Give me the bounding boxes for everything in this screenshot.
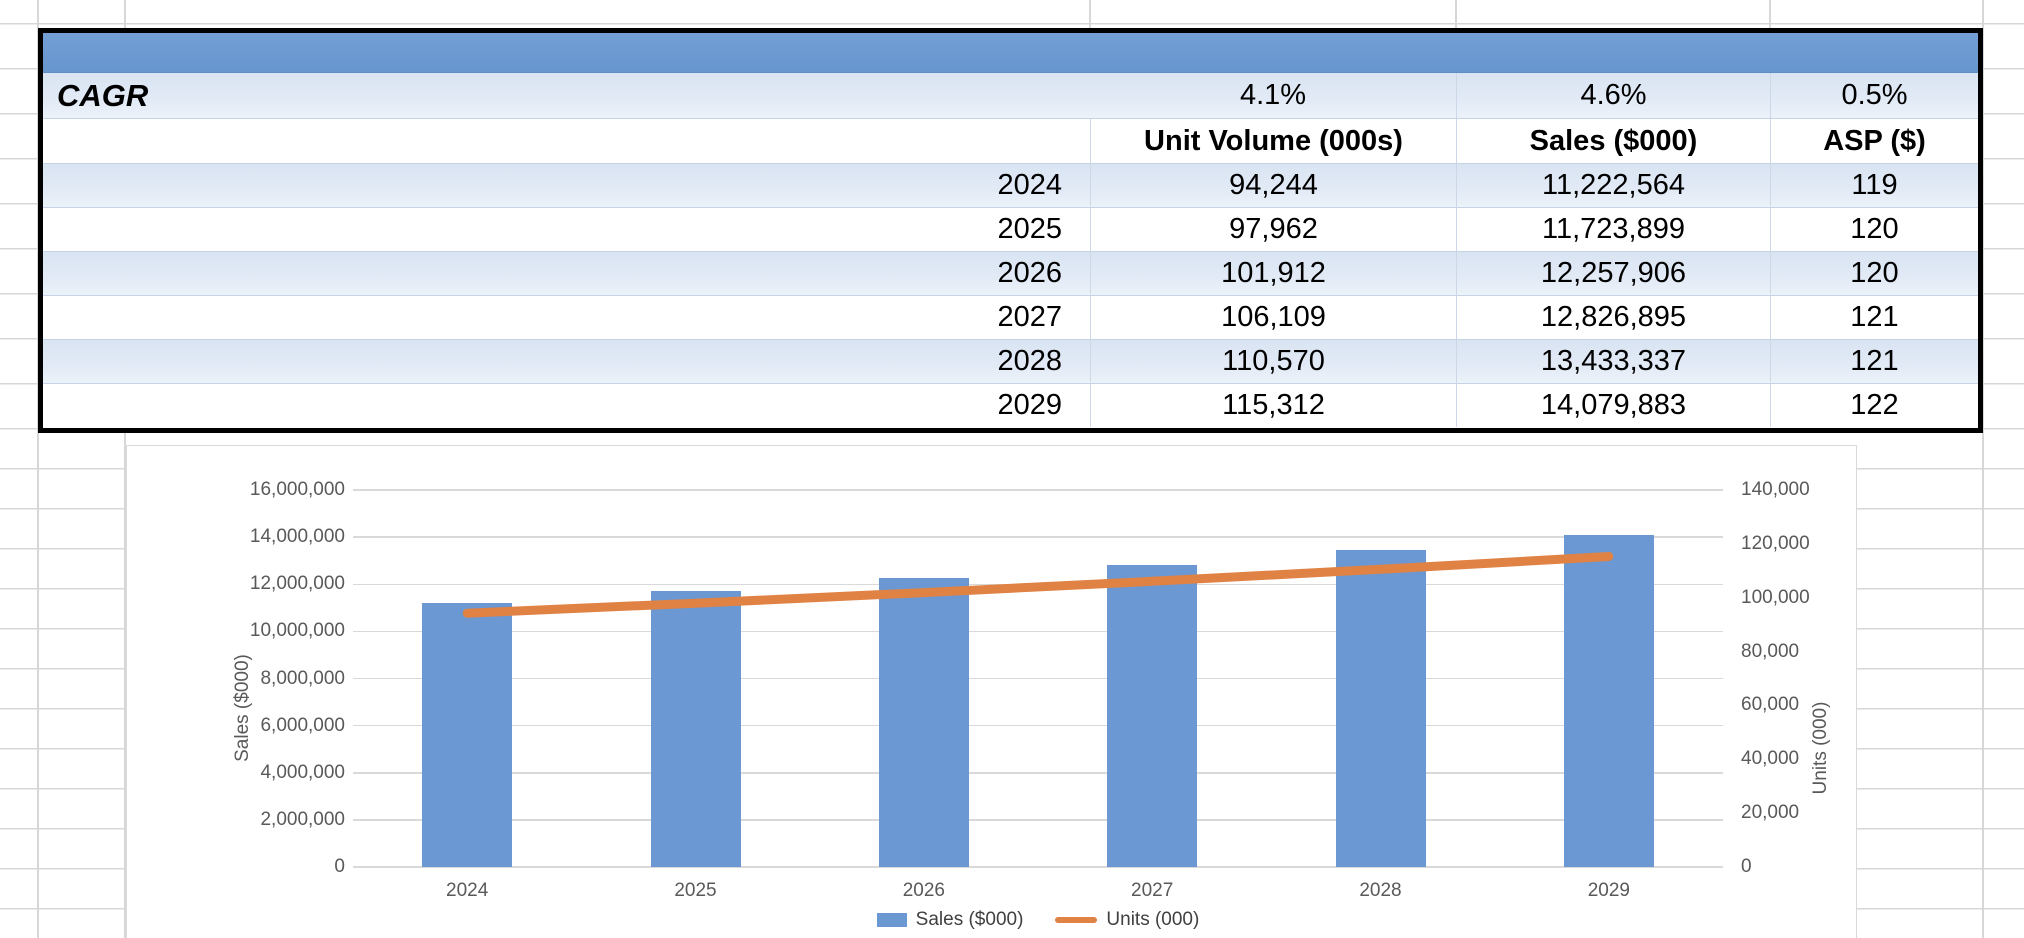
legend-item-units[interactable]: Units (000) bbox=[1055, 909, 1199, 931]
left-axis-tick-label: 8,000,000 bbox=[260, 667, 345, 689]
left-axis-tick-label: 2,000,000 bbox=[260, 808, 345, 830]
chart-gridline bbox=[353, 677, 1723, 680]
sheet-column-gridline bbox=[124, 0, 126, 938]
units-line-series[interactable] bbox=[353, 490, 1723, 867]
table-cell-sales-2029[interactable]: 14,079,883 bbox=[1456, 383, 1770, 427]
chart-gridline bbox=[353, 630, 1723, 633]
table-title-bar-cell[interactable] bbox=[43, 33, 1978, 73]
chart-gridline bbox=[353, 489, 1723, 491]
table-cell-unit-volume-2028[interactable]: 110,570 bbox=[1090, 339, 1456, 383]
sheet-column-gridline bbox=[1089, 0, 1091, 28]
units-line[interactable] bbox=[462, 552, 1614, 618]
bar-sales-2027[interactable] bbox=[1107, 564, 1198, 867]
sheet-column-gridline bbox=[1769, 0, 1771, 28]
x-axis-label-2028: 2028 bbox=[1359, 880, 1402, 901]
cagr-sales-cell[interactable]: 4.6% bbox=[1456, 73, 1770, 118]
forecast-table: CAGR 4.1% 4.6% 0.5% Unit Volume (000s) S… bbox=[38, 28, 1983, 433]
table-cell-unit-volume-2024[interactable]: 94,244 bbox=[1090, 163, 1456, 207]
right-axis-tick-label: 120,000 bbox=[1741, 532, 1810, 554]
column-header-sales[interactable]: Sales ($000) bbox=[1456, 118, 1770, 163]
column-header-unit-volume[interactable]: Unit Volume (000s) bbox=[1090, 118, 1456, 163]
table-cell-sales-2028[interactable]: 13,433,337 bbox=[1456, 339, 1770, 383]
chart-legend[interactable]: Sales ($000) Units (000) bbox=[353, 909, 1723, 931]
column-header-asp[interactable]: ASP ($) bbox=[1770, 118, 1978, 163]
cagr-label-cell[interactable]: CAGR bbox=[43, 73, 1090, 118]
bar-sales-2028[interactable] bbox=[1335, 550, 1426, 867]
sales-units-chart[interactable]: Sales ($000) Units (000) Sales ($000) Uni… bbox=[126, 445, 1857, 938]
left-axis-tick-label: 10,000,000 bbox=[249, 620, 345, 642]
bar-sales-2025[interactable] bbox=[650, 590, 741, 867]
left-axis-tick-label: 6,000,000 bbox=[260, 714, 345, 736]
legend-bar-swatch bbox=[876, 913, 907, 927]
table-cell-year-2025[interactable]: 2025 bbox=[43, 207, 1090, 251]
chart-gridline bbox=[353, 724, 1723, 727]
table-cell-sales-2027[interactable]: 12,826,895 bbox=[1456, 295, 1770, 339]
table-cell-year-2026[interactable]: 2026 bbox=[43, 251, 1090, 295]
table-cell-sales-2026[interactable]: 12,257,906 bbox=[1456, 251, 1770, 295]
x-axis-label-2027: 2027 bbox=[1131, 880, 1174, 901]
left-axis-tick-label: 16,000,000 bbox=[249, 479, 345, 500]
left-axis-tick-label: 14,000,000 bbox=[249, 526, 345, 548]
cagr-unit-volume-cell[interactable]: 4.1% bbox=[1090, 73, 1456, 118]
table-cell-asp-2028[interactable]: 121 bbox=[1770, 339, 1978, 383]
bar-sales-2026[interactable] bbox=[878, 578, 969, 867]
sheet-column-gridline bbox=[1982, 0, 1984, 938]
left-axis-tick-label: 4,000,000 bbox=[260, 761, 345, 783]
table-cell-year-2029[interactable]: 2029 bbox=[43, 383, 1090, 427]
sheet-column-gridline bbox=[37, 0, 39, 938]
right-axis-tick-label: 100,000 bbox=[1741, 586, 1810, 608]
left-axis-tick-label: 12,000,000 bbox=[249, 573, 345, 595]
bar-sales-2029[interactable] bbox=[1563, 535, 1654, 867]
table-cell-year-2024[interactable]: 2024 bbox=[43, 163, 1090, 207]
empty-header-cell[interactable] bbox=[43, 118, 1090, 163]
table-cell-unit-volume-2029[interactable]: 115,312 bbox=[1090, 383, 1456, 427]
legend-item-sales[interactable]: Sales ($000) bbox=[876, 909, 1024, 931]
legend-label: Sales ($000) bbox=[915, 909, 1024, 930]
chart-gridline bbox=[353, 536, 1723, 538]
table-cell-unit-volume-2027[interactable]: 106,109 bbox=[1090, 295, 1456, 339]
table-cell-unit-volume-2025[interactable]: 97,962 bbox=[1090, 207, 1456, 251]
legend-label: Units (000) bbox=[1106, 909, 1200, 930]
table-cell-asp-2024[interactable]: 119 bbox=[1770, 163, 1978, 207]
table-cell-asp-2029[interactable]: 122 bbox=[1770, 383, 1978, 427]
x-axis-label-2024: 2024 bbox=[446, 880, 489, 901]
right-axis-tick-label: 0 bbox=[1741, 856, 1752, 877]
table-cell-asp-2026[interactable]: 120 bbox=[1770, 251, 1978, 295]
table-cell-sales-2024[interactable]: 11,222,564 bbox=[1456, 163, 1770, 207]
cagr-asp-cell[interactable]: 0.5% bbox=[1770, 73, 1978, 118]
x-axis-label-2025: 2025 bbox=[674, 880, 717, 901]
right-axis-tick-label: 20,000 bbox=[1741, 802, 1800, 824]
right-axis-tick-label: 140,000 bbox=[1741, 479, 1810, 500]
table-cell-unit-volume-2026[interactable]: 101,912 bbox=[1090, 251, 1456, 295]
chart-gridline bbox=[353, 772, 1723, 774]
x-axis-label-2029: 2029 bbox=[1587, 880, 1630, 901]
x-axis-line bbox=[353, 866, 1723, 868]
table-cell-asp-2025[interactable]: 120 bbox=[1770, 207, 1978, 251]
x-axis-label-2026: 2026 bbox=[902, 880, 945, 901]
right-axis-title: Units (000) bbox=[1810, 701, 1831, 795]
right-axis-tick-label: 60,000 bbox=[1741, 694, 1800, 716]
table-cell-year-2028[interactable]: 2028 bbox=[43, 339, 1090, 383]
right-axis-tick-label: 80,000 bbox=[1741, 640, 1800, 662]
right-axis-tick-label: 40,000 bbox=[1741, 748, 1800, 770]
left-axis-tick-label: 0 bbox=[334, 856, 345, 877]
plot-area bbox=[353, 489, 1723, 868]
legend-line-swatch bbox=[1055, 917, 1098, 923]
table-cell-asp-2027[interactable]: 121 bbox=[1770, 295, 1978, 339]
sheet-column-gridline bbox=[1455, 0, 1457, 28]
bar-sales-2024[interactable] bbox=[422, 602, 513, 867]
table-cell-year-2027[interactable]: 2027 bbox=[43, 295, 1090, 339]
chart-gridline bbox=[353, 819, 1723, 821]
table-cell-sales-2025[interactable]: 11,723,899 bbox=[1456, 207, 1770, 251]
